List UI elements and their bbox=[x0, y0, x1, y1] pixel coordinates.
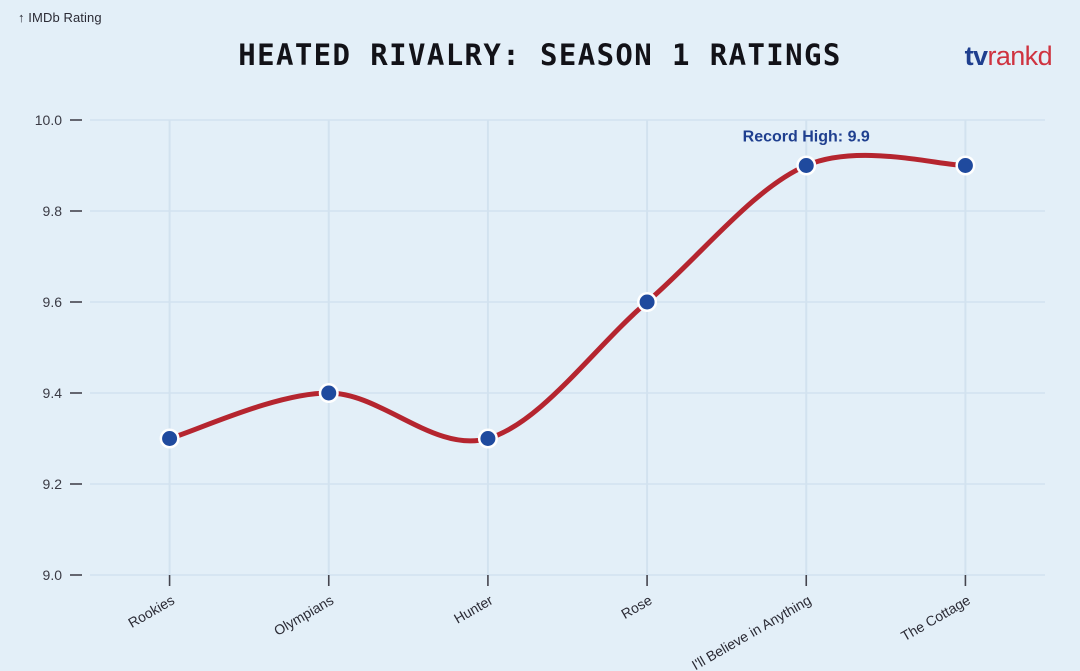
logo-text-primary: tv bbox=[964, 41, 988, 71]
svg-text:The Cottage: The Cottage bbox=[898, 592, 973, 644]
svg-text:9.8: 9.8 bbox=[43, 203, 63, 219]
y-axis-caption: ↑ IMDb Rating bbox=[18, 10, 102, 25]
svg-text:10.0: 10.0 bbox=[35, 112, 62, 128]
svg-text:Record High: 9.9: Record High: 9.9 bbox=[743, 129, 870, 146]
svg-text:9.4: 9.4 bbox=[43, 385, 63, 401]
x-axis-ticks: Rookies Olympians Hunter Rose I'll Believe i… bbox=[125, 575, 973, 671]
svg-text:Hunter: Hunter bbox=[451, 592, 496, 627]
svg-text:9.6: 9.6 bbox=[43, 294, 63, 310]
logo-text-secondary: rankd bbox=[987, 41, 1052, 71]
y-axis-ticks: 9.0 9.2 9.4 9.6 9.8 10.0 bbox=[35, 112, 82, 583]
tvrankd-logo: tvrankd bbox=[964, 41, 1053, 72]
chart-annotation: Record High: 9.9 bbox=[743, 129, 870, 146]
data-line bbox=[167, 152, 968, 444]
svg-text:Rookies: Rookies bbox=[125, 592, 177, 631]
svg-text:I'll Believe in Anything: I'll Believe in Anything bbox=[689, 592, 814, 671]
svg-text:9.2: 9.2 bbox=[43, 476, 63, 492]
svg-text:Rose: Rose bbox=[618, 592, 654, 622]
page-title: HEATED RIVALRY: SEASON 1 RATINGS bbox=[238, 38, 842, 72]
data-markers bbox=[159, 155, 976, 449]
grid-lines bbox=[90, 119, 1045, 576]
svg-text:Olympians: Olympians bbox=[271, 592, 336, 639]
svg-text:9.0: 9.0 bbox=[43, 567, 63, 583]
